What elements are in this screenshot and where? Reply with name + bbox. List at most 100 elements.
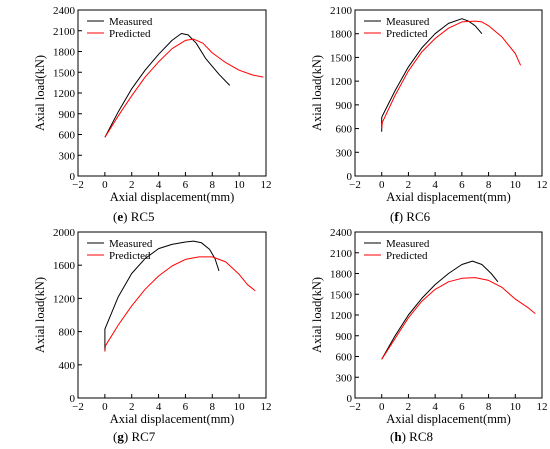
y-axis-label: Axial load(kN) <box>310 277 324 353</box>
y-tick-label: 2100 <box>330 248 353 260</box>
x-tick-label: 6 <box>183 179 189 191</box>
y-tick-label: 2400 <box>330 227 353 239</box>
y-tick-label: 2100 <box>53 26 76 38</box>
x-tick-label: −2 <box>72 401 84 413</box>
x-tick-label: 8 <box>486 179 492 191</box>
y-tick-label: 800 <box>59 327 76 339</box>
legend-label: Measured <box>386 16 430 28</box>
x-tick-label: 4 <box>432 401 438 413</box>
y-tick-label: 1200 <box>53 293 76 305</box>
x-tick-label: 2 <box>129 179 135 191</box>
x-tick-label: 2 <box>406 179 412 191</box>
x-tick-label: 8 <box>486 401 492 413</box>
chart-panel-rc8: −2 0 2 4 6 8 10 1203006009001200150018002100240… <box>310 227 548 426</box>
x-tick-label: 0 <box>102 401 108 413</box>
caption-name: RC7 <box>131 429 156 444</box>
caption-letter: f <box>394 209 399 224</box>
x-tick-label: 12 <box>537 179 548 191</box>
caption-name: RC8 <box>409 429 434 444</box>
x-tick-label: −2 <box>349 401 361 413</box>
x-tick-label: 0 <box>102 179 108 191</box>
y-tick-label: 600 <box>336 352 353 364</box>
series-line-predicted <box>104 38 264 138</box>
plot-frame <box>354 9 543 177</box>
y-tick-label: 300 <box>336 147 353 159</box>
caption-rc6: (f) RC6 <box>390 209 431 224</box>
y-tick-label: 2100 <box>330 5 353 17</box>
series-line-predicted <box>381 277 536 360</box>
x-tick-label: 10 <box>234 179 246 191</box>
legend-label: Predicted <box>386 28 428 40</box>
y-tick-label: 0 <box>70 171 76 183</box>
x-tick-label: 12 <box>261 179 272 191</box>
legend-label: Measured <box>109 16 153 28</box>
legend-label: Predicted <box>109 28 151 40</box>
y-tick-label: 300 <box>336 372 353 384</box>
x-tick-label: 2 <box>406 401 412 413</box>
y-tick-label: 1500 <box>330 289 353 301</box>
x-tick-label: 8 <box>210 401 216 413</box>
y-tick-label: 1600 <box>53 260 76 272</box>
x-tick-label: 2 <box>129 401 135 413</box>
y-tick-label: 900 <box>59 109 76 121</box>
y-tick-label: 400 <box>59 360 76 372</box>
x-tick-label: 10 <box>510 179 522 191</box>
plot-frame <box>77 9 267 177</box>
x-tick-label: 4 <box>156 179 162 191</box>
x-tick-label: 8 <box>210 179 216 191</box>
y-tick-label: 1500 <box>53 67 76 79</box>
y-tick-label: 1200 <box>330 310 353 322</box>
x-tick-label: 6 <box>459 179 465 191</box>
x-tick-label: 6 <box>459 401 465 413</box>
chart-panel-rc5: −2 0 2 4 6 8 10 1203006009001200150018002100240… <box>33 5 272 204</box>
legend-label: Predicted <box>386 250 428 262</box>
caption-rc5: (e) RC5 <box>113 209 155 224</box>
caption-letter: h <box>394 429 402 444</box>
y-tick-label: 1800 <box>330 29 353 41</box>
y-tick-label: 1800 <box>330 269 353 281</box>
y-tick-label: 0 <box>347 393 353 405</box>
y-tick-label: 900 <box>336 331 353 343</box>
x-tick-label: −2 <box>72 179 84 191</box>
y-tick-label: 0 <box>347 171 353 183</box>
y-tick-label: 1200 <box>330 76 353 88</box>
legend-label: Measured <box>109 238 153 250</box>
chart-panel-rc6: −2 0 2 4 6 8 10 1203006009001200150018002100Axi… <box>310 5 548 204</box>
y-tick-label: 300 <box>59 150 76 162</box>
legend-label: Measured <box>386 238 430 250</box>
y-tick-label: 900 <box>336 100 353 112</box>
x-axis-label: Axial displacement(mm) <box>110 412 235 426</box>
caption-rc7: (g) RC7 <box>113 429 156 444</box>
x-tick-label: 12 <box>537 401 548 413</box>
caption-name: RC5 <box>130 209 155 224</box>
x-tick-label: 10 <box>234 401 246 413</box>
caption-rc8: (h) RC8 <box>390 429 434 444</box>
y-tick-label: 1200 <box>53 88 76 100</box>
series-line-predicted <box>381 20 522 129</box>
caption-name: RC6 <box>406 209 431 224</box>
x-tick-label: 4 <box>156 401 162 413</box>
y-tick-label: 600 <box>59 130 76 142</box>
x-tick-label: 6 <box>183 401 189 413</box>
x-tick-label: 4 <box>432 179 438 191</box>
series-line-measured <box>104 33 231 138</box>
series-line-measured <box>104 240 220 352</box>
plot-frame <box>354 231 543 399</box>
caption-letter: e <box>117 209 124 224</box>
plot-frame <box>77 231 267 399</box>
y-tick-label: 1800 <box>53 47 76 59</box>
y-axis-label: Axial load(kN) <box>310 55 324 131</box>
y-tick-label: 600 <box>336 124 353 136</box>
x-axis-label: Axial displacement(mm) <box>110 190 235 204</box>
series-line-predicted <box>104 256 256 352</box>
x-tick-label: −2 <box>349 179 361 191</box>
y-tick-label: 1500 <box>330 52 353 64</box>
caption-letter: g <box>117 429 124 444</box>
y-axis-label: Axial load(kN) <box>33 55 47 131</box>
y-tick-label: 0 <box>70 393 76 405</box>
x-axis-label: Axial displacement(mm) <box>386 190 511 204</box>
x-tick-label: 0 <box>379 401 385 413</box>
y-axis-label: Axial load(kN) <box>33 277 47 353</box>
